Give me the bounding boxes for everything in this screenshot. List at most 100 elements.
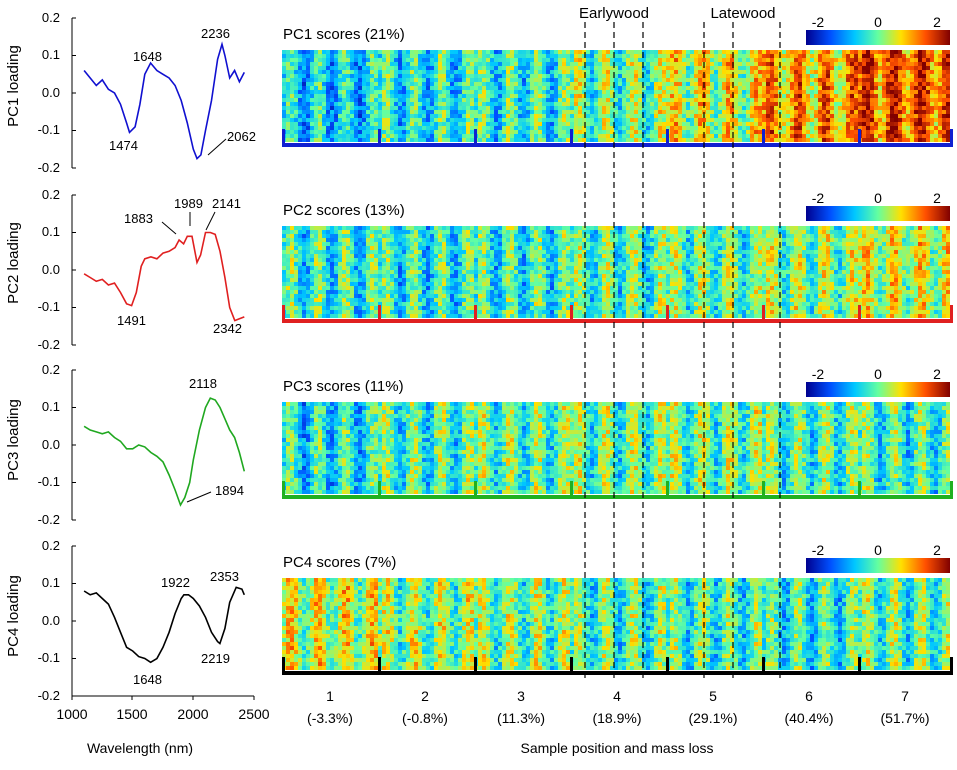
- score-cell: [534, 110, 538, 114]
- score-cell: [430, 298, 434, 302]
- score-cell: [370, 282, 374, 286]
- score-cell: [718, 86, 722, 90]
- score-cell: [366, 94, 370, 98]
- score-cell: [894, 102, 898, 106]
- score-cell: [318, 250, 322, 254]
- score-cell: [730, 122, 734, 126]
- score-cell: [446, 310, 450, 314]
- score-cell: [478, 54, 482, 58]
- score-cell: [910, 102, 914, 106]
- score-cell: [298, 230, 302, 234]
- score-cell: [338, 74, 342, 78]
- score-cell: [438, 110, 442, 114]
- score-cell: [434, 290, 438, 294]
- score-cell: [418, 70, 422, 74]
- score-cell: [738, 134, 742, 138]
- score-cell: [898, 110, 902, 114]
- score-cell: [426, 258, 430, 262]
- score-cell: [330, 290, 334, 294]
- score-cell: [734, 78, 738, 82]
- score-cell: [654, 66, 658, 70]
- score-cell: [662, 138, 666, 142]
- score-cell: [358, 114, 362, 118]
- score-cell: [626, 66, 630, 70]
- score-cell: [746, 70, 750, 74]
- score-cell: [346, 286, 350, 290]
- score-cell: [442, 94, 446, 98]
- score-cell: [682, 50, 686, 54]
- score-cell: [686, 86, 690, 90]
- score-cell: [586, 58, 590, 62]
- score-cell: [330, 114, 334, 118]
- score-cell: [326, 110, 330, 114]
- score-cell: [834, 90, 838, 94]
- score-cell: [374, 82, 378, 86]
- score-cell: [422, 110, 426, 114]
- score-cell: [414, 82, 418, 86]
- score-cell: [854, 74, 858, 78]
- score-cell: [518, 58, 522, 62]
- score-cell: [546, 90, 550, 94]
- score-cell: [854, 134, 858, 138]
- score-cell: [346, 138, 350, 142]
- score-cell: [422, 98, 426, 102]
- score-cell: [378, 246, 382, 250]
- score-cell: [494, 78, 498, 82]
- score-cell: [646, 50, 650, 54]
- score-cell: [718, 138, 722, 142]
- score-cell: [838, 70, 842, 74]
- score-cell: [842, 94, 846, 98]
- score-cell: [738, 114, 742, 118]
- score-cell: [870, 86, 874, 90]
- score-cell: [314, 130, 318, 134]
- score-cell: [574, 102, 578, 106]
- score-cell: [406, 278, 410, 282]
- score-cell: [710, 110, 714, 114]
- score-cell: [854, 138, 858, 142]
- score-cell: [466, 102, 470, 106]
- score-cell: [438, 302, 442, 306]
- score-cell: [310, 90, 314, 94]
- score-cell: [882, 54, 886, 58]
- score-cell: [810, 58, 814, 62]
- score-cell: [318, 90, 322, 94]
- score-cell: [938, 122, 942, 126]
- score-cell: [450, 78, 454, 82]
- score-cell: [398, 94, 402, 98]
- score-cell: [358, 234, 362, 238]
- score-cell: [486, 94, 490, 98]
- score-cell: [434, 54, 438, 58]
- score-cell: [722, 82, 726, 86]
- score-cell: [758, 98, 762, 102]
- score-cell: [302, 290, 306, 294]
- score-cell: [678, 70, 682, 74]
- score-cell: [362, 82, 366, 86]
- score-cell: [698, 74, 702, 78]
- score-cell: [710, 54, 714, 58]
- score-cell: [738, 118, 742, 122]
- score-cell: [606, 54, 610, 58]
- score-cell: [334, 110, 338, 114]
- sample-boundary-tick: [378, 129, 381, 145]
- score-cell: [890, 86, 894, 90]
- score-cell: [330, 78, 334, 82]
- score-cell: [766, 70, 770, 74]
- score-cell: [618, 94, 622, 98]
- score-cell: [554, 74, 558, 78]
- score-cell: [902, 106, 906, 110]
- score-cell: [658, 70, 662, 74]
- score-cell: [606, 82, 610, 86]
- score-cell: [534, 130, 538, 134]
- score-cell: [654, 98, 658, 102]
- score-cell: [382, 274, 386, 278]
- score-cell: [338, 122, 342, 126]
- score-cell: [394, 122, 398, 126]
- score-cell: [542, 102, 546, 106]
- score-cell: [414, 102, 418, 106]
- score-cell: [298, 66, 302, 70]
- score-cell: [442, 54, 446, 58]
- score-cell: [742, 54, 746, 58]
- score-cell: [682, 58, 686, 62]
- score-cell: [894, 130, 898, 134]
- score-cell: [458, 230, 462, 234]
